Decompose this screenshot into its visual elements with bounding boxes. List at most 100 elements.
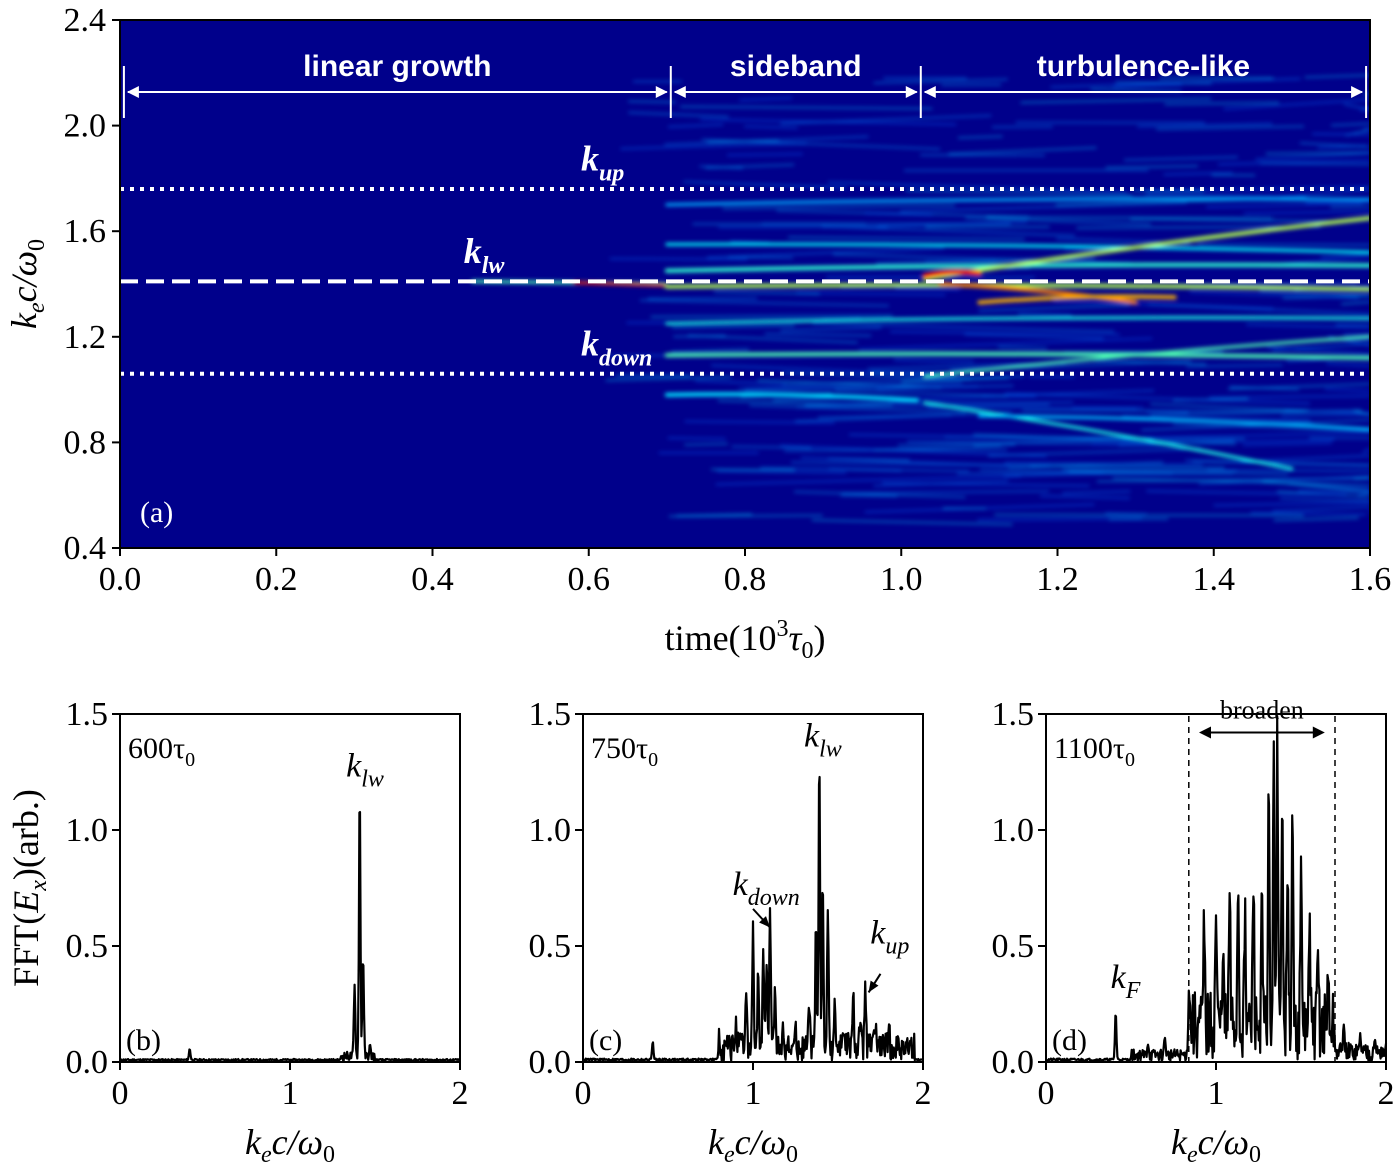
heatmap-texture bbox=[706, 247, 945, 259]
heatmap-texture bbox=[1105, 165, 1198, 169]
heatmap-band bbox=[922, 269, 982, 279]
heatmap-texture bbox=[796, 403, 1050, 408]
heatmap-texture bbox=[895, 287, 960, 291]
heatmap-texture bbox=[668, 123, 724, 128]
heatmap-texture bbox=[841, 490, 1049, 495]
heatmap-texture bbox=[1272, 506, 1370, 512]
heatmap-texture bbox=[739, 97, 793, 101]
heatmap-texture bbox=[714, 290, 820, 295]
heatmap-texture bbox=[1206, 202, 1363, 208]
region-annotations: linear growth sideband turbulence-like bbox=[122, 50, 1368, 118]
spectrum-ytick-label: 0.5 bbox=[66, 928, 109, 965]
heatmap-band bbox=[923, 335, 1370, 378]
broaden-label: broaden bbox=[1220, 696, 1304, 725]
heatmap-texture bbox=[1242, 442, 1332, 446]
spectrum-ytick-label: 1.0 bbox=[66, 812, 109, 849]
heatmap-band bbox=[938, 282, 1138, 305]
heatmap-texture bbox=[827, 181, 1127, 194]
heatmap-texture bbox=[1304, 74, 1370, 79]
spectrum-ytick-label: 0.0 bbox=[992, 1044, 1035, 1081]
heatmap-band bbox=[665, 197, 1370, 207]
reference-label-up: kup bbox=[581, 138, 624, 186]
heatmap-ytick-label: 2.4 bbox=[64, 2, 107, 39]
heatmap-texture bbox=[1320, 252, 1370, 259]
heatmap-texture bbox=[1259, 290, 1370, 297]
heatmap-texture bbox=[795, 411, 1012, 423]
heatmap-texture bbox=[890, 330, 1120, 336]
heatmap-texture bbox=[1172, 422, 1370, 432]
heatmap-texture bbox=[1243, 210, 1370, 215]
heatmap-xtick-label: 1.2 bbox=[1036, 561, 1079, 598]
heatmap-texture bbox=[1130, 218, 1342, 223]
heatmap-texture bbox=[1191, 460, 1370, 466]
heatmap-texture bbox=[727, 256, 793, 259]
heatmap-texture bbox=[907, 440, 1174, 446]
heatmap-texture bbox=[1022, 409, 1305, 413]
heatmap-xtick-label: 1.0 bbox=[880, 561, 923, 598]
heatmap-texture bbox=[639, 299, 889, 307]
spectrum-annotation-lw: klw bbox=[346, 748, 384, 793]
heatmap-texture bbox=[828, 468, 902, 472]
heatmap-xtick-label: 0.8 bbox=[724, 561, 767, 598]
heatmap-texture bbox=[1068, 470, 1289, 475]
heatmap-texture bbox=[1279, 497, 1370, 502]
heatmap-texture bbox=[834, 389, 1008, 397]
heatmap-texture bbox=[609, 257, 748, 261]
heatmap-texture bbox=[715, 475, 1021, 486]
panel-d: 0 1 2 0.0 0.5 1.0 1.5 kec/ω0 1100τ0 (d) kF broaden bbox=[992, 696, 1395, 1168]
heatmap-xtick-label: 0.2 bbox=[255, 561, 298, 598]
arrow-kup-head bbox=[868, 980, 879, 993]
heatmap-texture bbox=[794, 491, 966, 498]
heatmap-texture bbox=[731, 445, 812, 449]
spectrum-xlabel: kec/ω0 bbox=[1171, 1122, 1261, 1168]
spectrum-ytick-label: 1.5 bbox=[66, 696, 109, 733]
spectrum-ytick-label: 1.5 bbox=[992, 696, 1035, 733]
heatmap-texture bbox=[1357, 492, 1370, 497]
heatmap-texture bbox=[873, 78, 1008, 84]
spectrum-time-label: 600τ0 bbox=[128, 732, 195, 771]
spectrum-ytick-label: 1.0 bbox=[992, 812, 1035, 849]
spectrum-xtick-label: 1 bbox=[282, 1075, 299, 1112]
spectrum-frame bbox=[1045, 713, 1387, 1063]
heatmap-texture bbox=[822, 225, 1075, 237]
spectrum-xtick-label: 0 bbox=[1038, 1075, 1055, 1112]
heatmap-texture bbox=[796, 291, 946, 296]
heatmap-texture bbox=[1137, 122, 1273, 128]
panel-c: 0 1 2 0.0 0.5 1.0 1.5 kec/ω0 750τ0 (c) klw kdown kup bbox=[529, 696, 932, 1168]
heatmap-texture bbox=[1305, 200, 1370, 204]
heatmap-texture bbox=[858, 337, 1153, 351]
spectrum-xlabel: kec/ω0 bbox=[708, 1122, 798, 1168]
panel-a: kup klw kdown linear growth sideband turbule… bbox=[4, 2, 1391, 664]
heatmap-texture bbox=[1281, 413, 1370, 417]
heatmap-ylabel: kec/ω0 bbox=[4, 239, 50, 329]
heatmap-texture bbox=[948, 147, 1097, 155]
heatmap-texture bbox=[1209, 395, 1370, 399]
spectrum-annotation-F: kF bbox=[1111, 959, 1141, 1004]
heatmap-texture bbox=[773, 396, 845, 402]
heatmap-texture bbox=[1186, 364, 1283, 368]
heatmap-texture bbox=[1324, 388, 1370, 392]
heatmap-texture bbox=[667, 437, 726, 440]
heatmap-texture bbox=[1028, 375, 1075, 378]
heatmap-texture bbox=[1122, 415, 1310, 422]
heatmap-texture bbox=[650, 315, 893, 318]
region-arrow-head-right bbox=[905, 86, 918, 98]
region-label: turbulence-like bbox=[1037, 50, 1250, 83]
heatmap-texture bbox=[905, 189, 1133, 196]
heatmap-xtick-label: 1.4 bbox=[1193, 561, 1236, 598]
heatmap-texture bbox=[788, 236, 1025, 241]
heatmap-texture bbox=[1330, 205, 1370, 208]
spectrum-ylabel: FFT(Ex)(arb.) bbox=[6, 789, 52, 987]
region-arrow-head-left bbox=[923, 86, 936, 98]
heatmap-texture bbox=[965, 217, 1151, 225]
heatmap-texture bbox=[1312, 133, 1370, 136]
heatmap-xtick-label: 0.0 bbox=[99, 561, 142, 598]
heatmap-texture bbox=[1326, 362, 1370, 367]
heatmap-band bbox=[665, 242, 1370, 254]
heatmap-texture bbox=[680, 105, 933, 110]
heatmap-texture bbox=[683, 181, 847, 189]
spectrum-ytick-label: 1.0 bbox=[529, 812, 572, 849]
heatmap-band bbox=[977, 414, 1370, 431]
spectrum-line bbox=[1045, 715, 1388, 1062]
spectrum-ytick-label: 0.0 bbox=[529, 1044, 572, 1081]
